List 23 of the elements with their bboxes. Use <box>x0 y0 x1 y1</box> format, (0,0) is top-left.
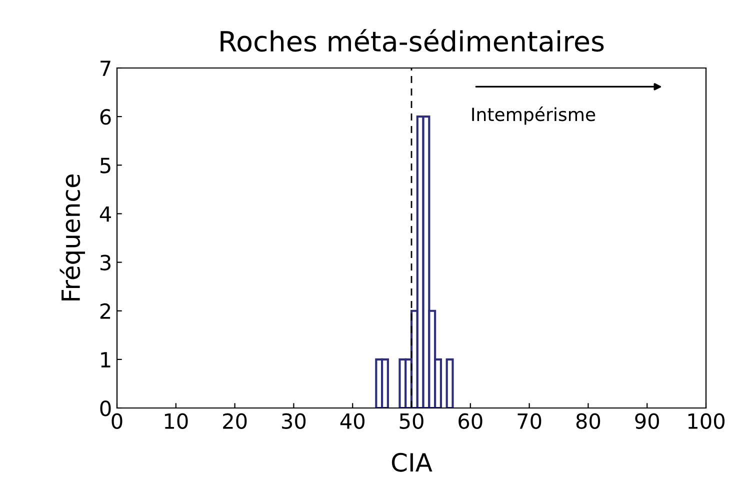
x-tick-label: 70 <box>518 413 542 429</box>
x-tick-label: 90 <box>635 413 659 429</box>
x-tick-label: 100 <box>688 413 724 429</box>
x-axis-title: CIA <box>392 452 432 472</box>
chart-title: Roches méta-sédimentaires <box>220 29 604 52</box>
annotation: Intempérisme <box>472 106 596 125</box>
y-tick-label: 3 <box>100 254 110 270</box>
y-tick-label: 6 <box>100 109 111 125</box>
y-tick-label: 2 <box>100 303 110 319</box>
x-tick-label: 20 <box>223 413 247 429</box>
x-tick-label: 40 <box>340 413 364 429</box>
y-tick-label: 0 <box>100 400 111 416</box>
y-axis-title: Fréquence <box>60 174 85 300</box>
x-tick-label: 0 <box>112 413 122 429</box>
y-tick-label: 4 <box>100 206 111 222</box>
y-tick-label: 1 <box>101 352 110 368</box>
x-tick-label: 80 <box>576 413 600 429</box>
y-tick-label: 5 <box>100 158 110 174</box>
x-tick-label: 60 <box>458 413 482 429</box>
x-tick-label: 10 <box>164 413 188 429</box>
x-tick-label: 50 <box>400 413 424 429</box>
x-tick-label: 30 <box>282 413 306 429</box>
y-tick-label: 7 <box>100 60 110 76</box>
